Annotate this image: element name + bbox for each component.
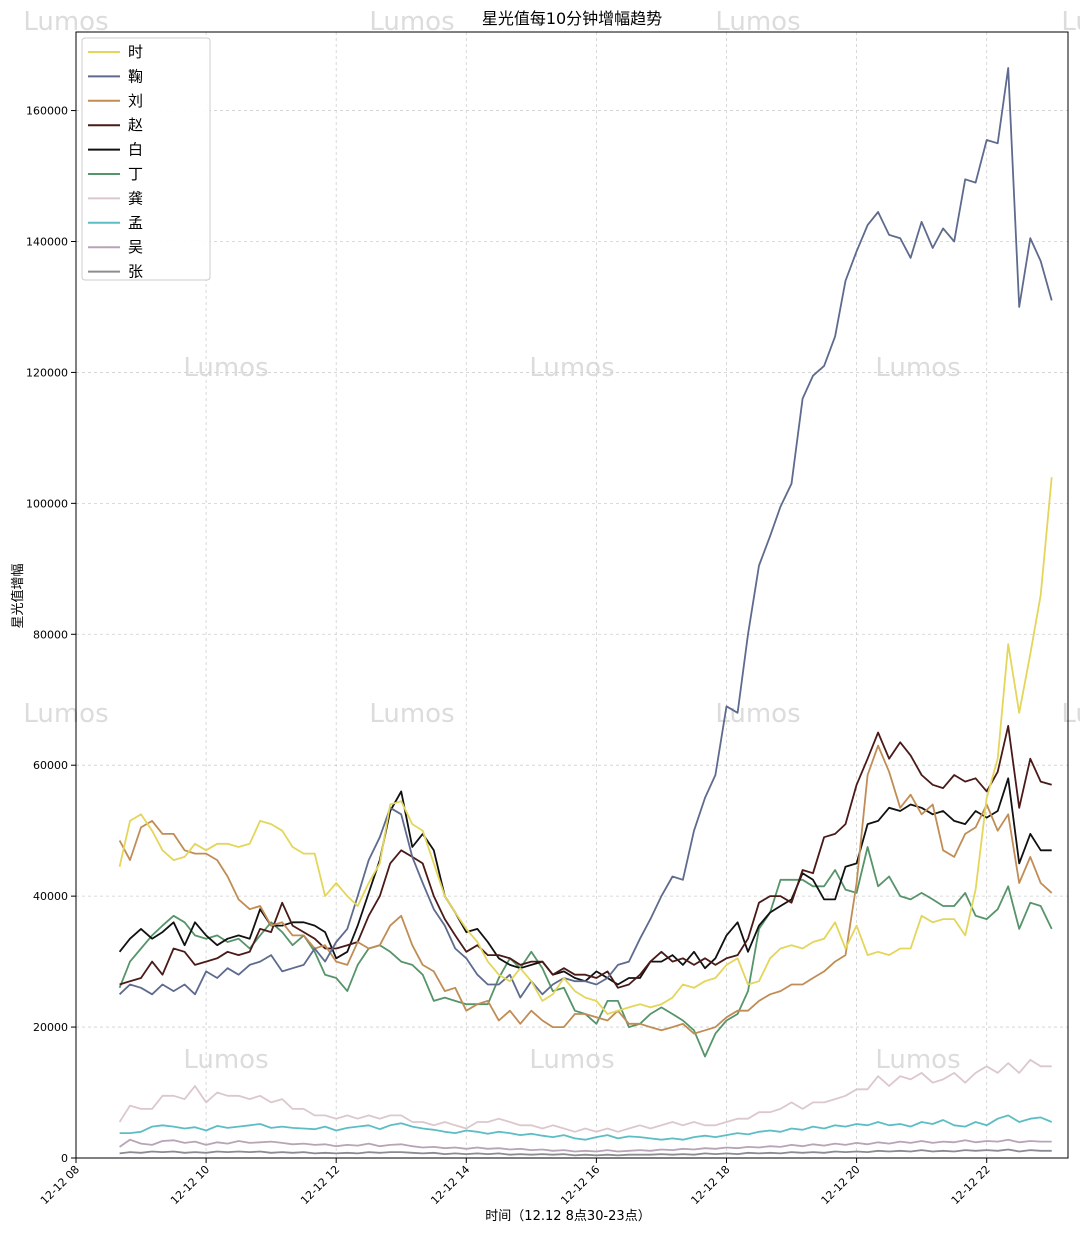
grid-lines: [75, 32, 1068, 1159]
series-lines: [118, 67, 1053, 1157]
series-line: [118, 477, 1053, 1015]
x-tick-label: 12-12 20: [819, 1163, 863, 1207]
legend-box: [81, 37, 211, 281]
y-tick-label: 160000: [26, 105, 68, 118]
series-line: [119, 1114, 1053, 1141]
x-tick-label: 12-12 16: [558, 1163, 602, 1207]
legend-label: 孟: [128, 214, 143, 232]
series-line: [118, 67, 1053, 999]
legend-label: 时: [128, 43, 143, 61]
watermark-layer: Lumos Lumos Lumos Lumos Lumos Lumos Lumos Lumos…: [23, 7, 1080, 1075]
legend-label: 刘: [128, 92, 143, 110]
y-tick-label: 0: [61, 1152, 68, 1165]
watermark-text: Lumos: [183, 353, 268, 383]
x-axis-label: 时间（12.12 8点30-23点）: [485, 1209, 650, 1224]
series-line: [118, 744, 1053, 1035]
y-tick-label: 80000: [33, 628, 68, 641]
watermark-text: Lumos: [529, 1045, 614, 1075]
x-tick-label: 12-12 18: [688, 1163, 732, 1207]
series-line: [119, 1148, 1052, 1157]
x-axis-ticks: 12-12 08 12-12 10 12-12 12 12-12 14 12-12 16…: [38, 1158, 993, 1207]
legend-label: 白: [128, 141, 143, 159]
y-tick-label: 100000: [26, 497, 68, 510]
y-tick-label: 120000: [26, 366, 68, 379]
y-tick-label: 20000: [33, 1021, 68, 1034]
watermark-text: Lumos: [23, 699, 108, 729]
y-tick-label: 140000: [26, 235, 68, 248]
series-line: [118, 1058, 1052, 1133]
x-tick-label: 12-12 10: [168, 1163, 212, 1207]
y-tick-label: 60000: [33, 759, 68, 772]
y-axis-label: 星光值增幅: [10, 563, 26, 628]
watermark-text: Lumos: [183, 1045, 268, 1075]
watermark-text: Lumos: [529, 353, 614, 383]
watermark-text: Lumos: [875, 353, 960, 383]
watermark-text: Lumos: [1061, 7, 1080, 37]
watermark-text: Lumos: [715, 699, 800, 729]
series-line: [119, 1138, 1052, 1153]
legend-label: 龚: [128, 189, 143, 207]
series-line: [118, 846, 1053, 1058]
series-line: [119, 725, 1052, 989]
x-tick-label: 12-12 12: [298, 1163, 342, 1207]
chart-title: 星光值每10分钟增幅趋势: [482, 9, 662, 28]
plot-frame: [75, 31, 1069, 1159]
watermark-text: Lumos: [875, 1045, 960, 1075]
series-line: [118, 777, 1052, 986]
x-tick-label: 12-12 08: [38, 1163, 82, 1207]
watermark-text: Lumos: [1061, 699, 1080, 729]
legend-label: 鞠: [128, 67, 143, 85]
watermark-text: Lumos: [369, 699, 454, 729]
x-tick-label: 12-12 14: [428, 1163, 472, 1207]
y-axis-ticks: 0 20000 40000 60000 80000 100000 120000 140000 1…: [26, 105, 76, 1165]
legend-label: 丁: [128, 165, 143, 183]
legend-label: 吴: [128, 238, 143, 256]
legend-label: 赵: [128, 116, 143, 134]
y-tick-label: 40000: [33, 890, 68, 903]
x-tick-label: 12-12 22: [949, 1163, 993, 1207]
legend-label: 张: [128, 263, 143, 281]
